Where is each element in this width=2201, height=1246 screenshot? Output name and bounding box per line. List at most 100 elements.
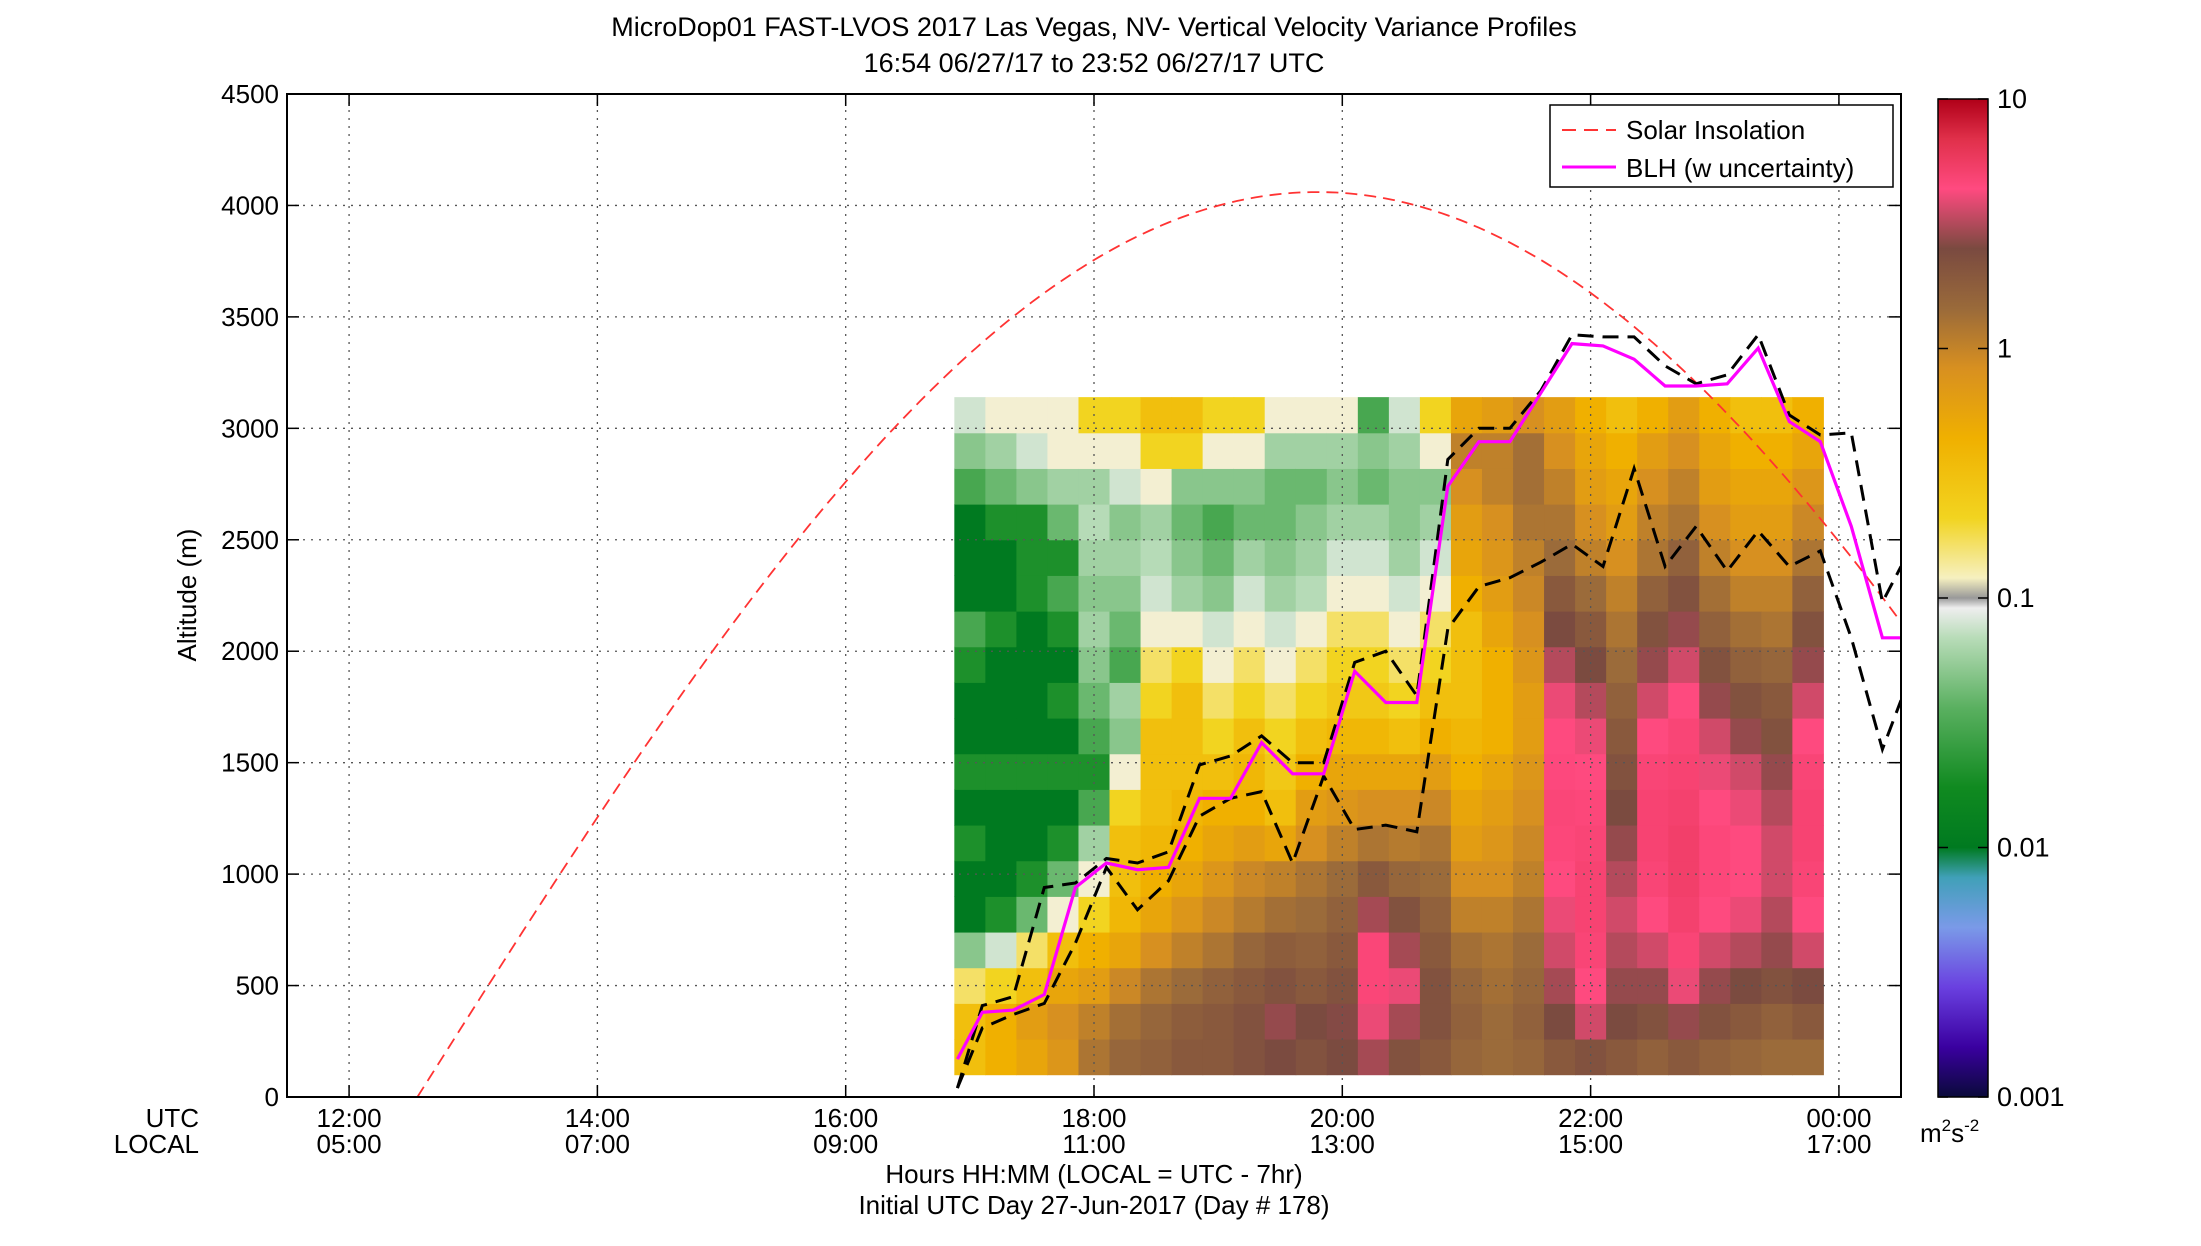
heatmap-cell [1792,1039,1824,1076]
heatmap-cell [1792,575,1824,612]
heatmap-cell [1481,682,1514,719]
heatmap-cell [1233,432,1266,469]
heatmap-cell [1295,932,1328,969]
heatmap-cell [1637,682,1669,719]
heatmap-cell [1699,1003,1731,1040]
heatmap-cell [1450,753,1483,790]
heatmap-cell [1450,896,1483,933]
heatmap-cell [1792,611,1824,648]
heatmap-cell [1699,860,1731,897]
heatmap-cell [1792,896,1824,933]
heatmap-cell [1699,575,1731,612]
heatmap-cell [954,468,986,505]
grid-lines [287,94,1901,1097]
heatmap-cell [1699,611,1731,648]
heatmap-cell [1357,539,1390,576]
heatmap-cell [1637,504,1669,541]
heatmap-cell [1730,682,1762,719]
colorbar-unit-sup1: 2 [1942,1116,1951,1135]
heatmap-cell [1326,539,1359,576]
heatmap-cell [1792,432,1824,469]
heatmap-cell [1109,682,1142,719]
heatmap-cell [1233,504,1266,541]
heatmap-cell [1544,682,1576,719]
heatmap-cell [1730,646,1762,683]
heatmap-cell [1140,896,1173,933]
heatmap-cell [1388,468,1421,505]
heatmap-cell [1326,575,1359,612]
heatmap-cell [1637,1003,1669,1040]
heatmap-cell [1481,539,1514,576]
heatmap-cell [1295,397,1328,434]
heatmap-cell [1575,1039,1607,1076]
heatmap-cell [1761,789,1793,826]
x-tick-label-local: 09:00 [813,1129,878,1159]
heatmap-cell [1078,539,1111,576]
heatmap-cell [1450,432,1483,469]
heatmap-cell [1295,575,1328,612]
heatmap-cell [1171,539,1204,576]
heatmap-cell [1668,1003,1700,1040]
heatmap-cell [1388,539,1421,576]
heatmap-cell [954,575,986,612]
heatmap-cell [1388,432,1421,469]
heatmap-cell [1016,1003,1048,1040]
heatmap-cell [1450,860,1483,897]
heatmap-cell [1481,646,1514,683]
heatmap-cell [1544,646,1576,683]
heatmap-cell [1419,860,1452,897]
heatmap-cell [954,397,986,434]
heatmap-cell [1481,896,1514,933]
heatmap-cell [1233,1039,1266,1076]
heatmap-cell [1233,860,1266,897]
heatmap-cell [1171,575,1204,612]
heatmap-cell [1699,432,1731,469]
x-tick-label-local: 13:00 [1310,1129,1375,1159]
heatmap-cell [1761,932,1793,969]
heatmap-cell [1419,825,1452,862]
heatmap-cell [1357,932,1390,969]
heatmap-cell [954,825,986,862]
heatmap-cell [1513,468,1545,505]
heatmap-cell [1357,468,1390,505]
heatmap-cell [1264,682,1297,719]
heatmap-cell [1202,932,1235,969]
heatmap-cell [1730,825,1762,862]
heatmap-cell [1792,753,1824,790]
heatmap-cell [1637,468,1669,505]
heatmap-cell [1606,825,1638,862]
heatmap-cell [954,504,986,541]
heatmap-cell [1171,682,1204,719]
heatmap-cell [1264,896,1297,933]
heatmap-cell [1481,718,1514,755]
heatmap-cell [1140,967,1173,1004]
heatmap-cell [1109,1003,1142,1040]
colorbar-tick-label: 0.001 [1997,1082,2065,1112]
heatmap-cell [1016,646,1048,683]
x-tick-label-local: 17:00 [1806,1129,1871,1159]
heatmap-cell [1668,718,1700,755]
heatmap-cell [1109,575,1142,612]
heatmap-cell [1295,753,1328,790]
heatmap-cell [1513,896,1545,933]
heatmap-cell [1792,932,1824,969]
x-tick-label-utc: 18:00 [1061,1103,1126,1133]
heatmap-cell [1513,432,1545,469]
colorbar-tick-label: 0.1 [1997,583,2035,613]
heatmap-cell [1171,718,1204,755]
heatmap-cell [1481,1039,1514,1076]
heatmap-cell [1140,575,1173,612]
heatmap-cell [1202,718,1235,755]
heatmap-cell [1357,432,1390,469]
y-tick-label: 500 [236,971,279,1001]
heatmap-cell [1016,468,1048,505]
heatmap-cell [1264,1003,1297,1040]
y-tick-label: 4500 [221,79,279,109]
heatmap-cell [1761,860,1793,897]
legend-blh-label: BLH (w uncertainty) [1626,153,1854,183]
heatmap-cell [1792,468,1824,505]
x-axis-sublabel: Initial UTC Day 27-Jun-2017 (Day # 178) [858,1190,1329,1220]
heatmap-cell [1761,575,1793,612]
heatmap-cell [1513,682,1545,719]
heatmap-cell [1513,718,1545,755]
